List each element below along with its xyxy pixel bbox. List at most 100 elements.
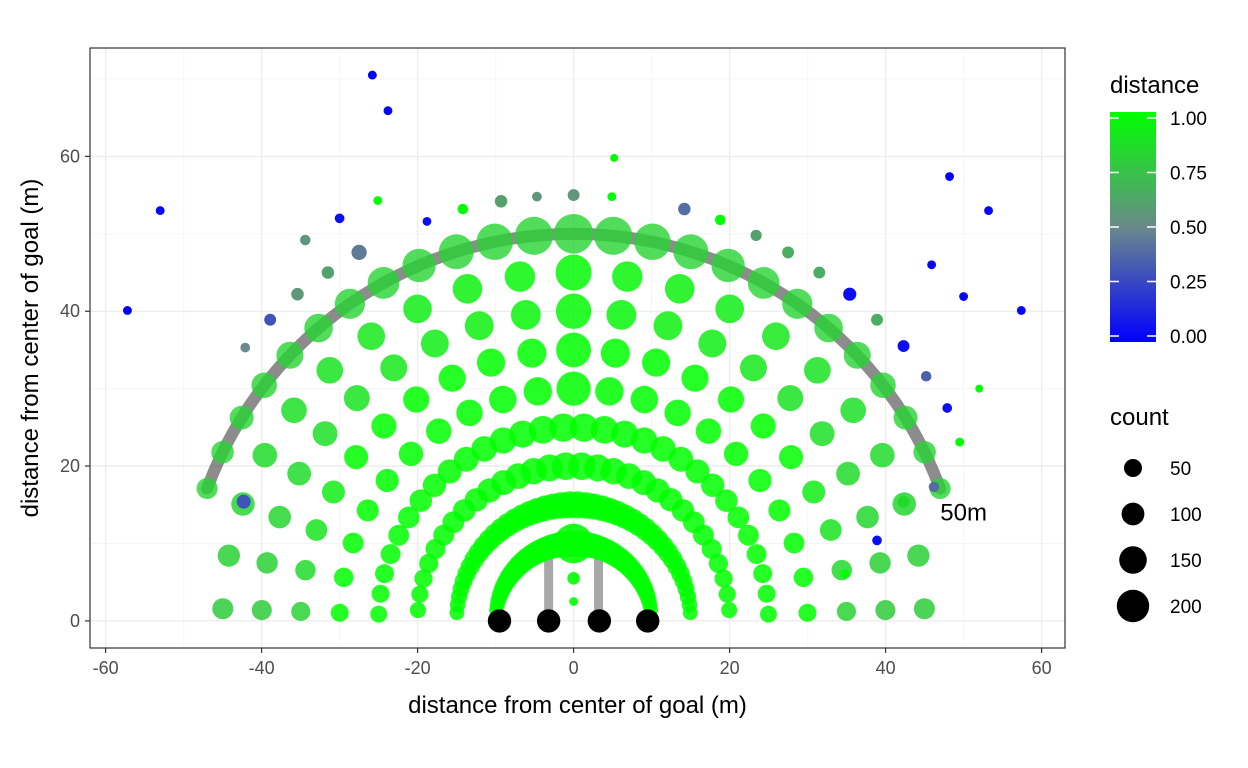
- ring-point: [476, 348, 506, 377]
- x-tick-label: 0: [569, 658, 579, 678]
- scatter-point: [920, 371, 932, 382]
- scatter-point: [334, 213, 345, 224]
- ring-point: [913, 598, 935, 620]
- size-legend-label: 100: [1170, 505, 1202, 526]
- ring-point: [321, 480, 345, 504]
- ring-point: [252, 442, 278, 468]
- ring50-point: [438, 234, 474, 270]
- scatter-point: [955, 437, 965, 447]
- ring-point: [556, 332, 592, 368]
- ring-point: [809, 421, 835, 447]
- size-legend-label: 150: [1170, 551, 1202, 572]
- ring-point: [375, 564, 395, 584]
- ring-point: [768, 499, 791, 522]
- ring-point: [356, 499, 379, 522]
- ring-point: [819, 519, 842, 541]
- ring50-point: [553, 214, 594, 254]
- ring-point: [523, 377, 553, 406]
- scatter-point: [840, 569, 850, 579]
- ring-point: [777, 385, 804, 412]
- ring-point: [334, 567, 354, 588]
- scatter-point: [155, 206, 165, 216]
- ring-point: [630, 385, 659, 414]
- ring-point: [836, 601, 856, 621]
- scatter-point: [715, 214, 726, 226]
- panel-border: [89, 47, 1066, 649]
- ring-point: [256, 552, 278, 574]
- size-legend-key: [1121, 502, 1145, 526]
- scatter-point: [843, 287, 857, 301]
- ring-point: [681, 364, 709, 392]
- scatter-point: [367, 70, 377, 80]
- ring-point: [717, 386, 745, 413]
- ring-point: [438, 364, 466, 392]
- ring-point: [414, 569, 433, 588]
- ring-point: [836, 461, 860, 486]
- size-legend-key: [1119, 546, 1147, 574]
- scatter-point: [300, 234, 311, 246]
- ring-point: [600, 338, 630, 368]
- ring-point: [510, 299, 541, 330]
- ring-point: [556, 371, 591, 406]
- scatter-point: [984, 206, 993, 216]
- ring-point: [642, 348, 671, 377]
- ring-point: [449, 605, 465, 621]
- ring-point: [870, 442, 895, 468]
- legend-color-title: distance: [1110, 72, 1199, 99]
- ring50-point: [893, 405, 918, 430]
- ring-point: [753, 564, 773, 584]
- ring50-point: [276, 341, 304, 369]
- scatter-point: [942, 403, 953, 413]
- ring-point: [875, 600, 896, 621]
- ring-point: [555, 293, 592, 329]
- ring-point: [437, 459, 462, 484]
- ring-point: [452, 274, 483, 304]
- ring-point: [398, 441, 424, 467]
- ring-point: [798, 603, 817, 622]
- ring50-point: [367, 266, 400, 299]
- scatter-point: [607, 192, 617, 202]
- scatter-point: [383, 106, 393, 116]
- scatter-point: [240, 342, 251, 353]
- ring-point: [748, 468, 772, 493]
- ring-point: [291, 601, 311, 621]
- ring-point: [425, 538, 446, 559]
- ring-point: [727, 506, 750, 529]
- ring-point: [757, 584, 776, 603]
- ring-point: [380, 544, 401, 565]
- ring-point: [856, 505, 879, 529]
- ring-point: [555, 254, 592, 291]
- ring-point: [212, 598, 234, 620]
- scatter-point: [872, 535, 882, 546]
- ring-point: [779, 445, 804, 470]
- ring-point: [721, 602, 738, 619]
- ring-point: [388, 524, 410, 546]
- ring-point: [595, 377, 624, 406]
- ring50-point: [514, 216, 553, 255]
- ring-point: [380, 354, 408, 382]
- scatter-point: [897, 340, 910, 353]
- ring50-point: [843, 341, 871, 369]
- ring-point: [251, 600, 272, 621]
- colorbar-tick-label: 1.00: [1170, 109, 1207, 130]
- ring-point: [411, 585, 429, 603]
- ring-point: [281, 397, 307, 424]
- baseline-point: [587, 609, 612, 633]
- ring-point: [312, 421, 338, 447]
- x-tick-label: -60: [93, 658, 119, 678]
- ring-point: [653, 311, 683, 341]
- size-legend-label: 200: [1170, 597, 1202, 618]
- ring50-point: [196, 477, 218, 500]
- x-tick-label: -20: [405, 658, 431, 678]
- x-axis-title: distance from center of goal (m): [408, 692, 747, 719]
- scatter-point: [236, 494, 251, 509]
- ring50-point: [251, 372, 277, 399]
- scatter-point: [959, 292, 969, 301]
- scatter-point: [782, 246, 795, 259]
- baseline-point: [536, 609, 561, 633]
- ring50-point: [334, 288, 366, 319]
- ring-point: [664, 399, 691, 427]
- scatter-point: [321, 266, 335, 279]
- size-legend-label: 50: [1170, 459, 1191, 480]
